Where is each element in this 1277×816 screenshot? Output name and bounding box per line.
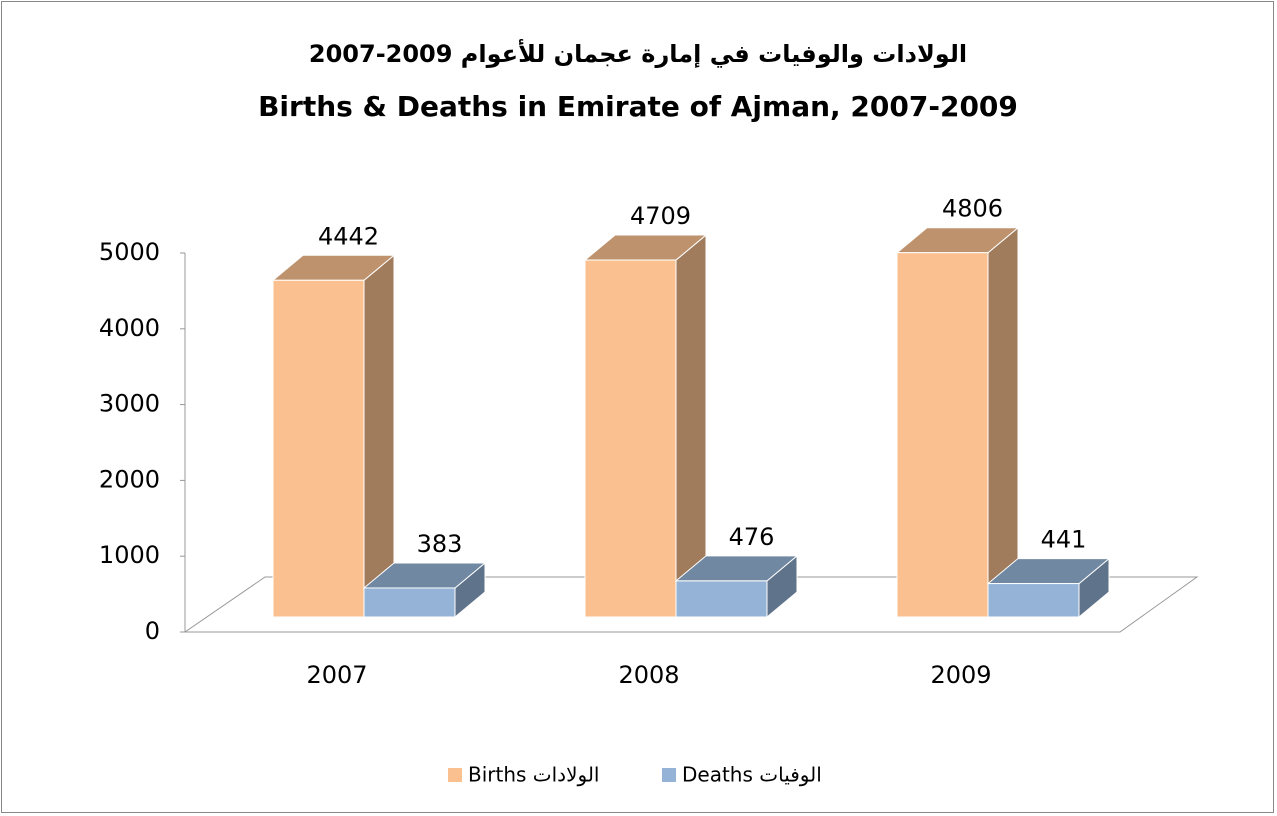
legend-label: Deaths الوفيات <box>682 763 822 787</box>
value-label: 441 <box>1041 526 1087 554</box>
legend-swatch <box>662 768 676 782</box>
x-tick-label: 2008 <box>618 661 679 689</box>
value-label: 476 <box>729 523 775 551</box>
bar <box>272 279 365 618</box>
value-label: 4709 <box>630 202 691 230</box>
value-label: 4806 <box>942 195 1003 223</box>
value-label: 4442 <box>318 222 379 250</box>
bar-side <box>363 254 395 619</box>
y-tick-label: 2000 <box>99 465 160 493</box>
bar <box>363 587 456 618</box>
chart-title: Births & Deaths in Emirate of Ajman, 200… <box>258 90 1018 123</box>
bar-side <box>987 226 1019 619</box>
chart-title-arabic: الولادات والوفيات في إمارة عجمان للأعوام… <box>309 39 967 68</box>
x-tick-label: 2009 <box>930 661 991 689</box>
y-tick-label: 1000 <box>99 541 160 569</box>
bar <box>675 580 768 618</box>
x-tick-label: 2007 <box>306 661 367 689</box>
y-tick-label: 4000 <box>99 314 160 342</box>
bar <box>896 252 989 618</box>
legend-swatch <box>448 768 462 782</box>
bar <box>987 583 1080 618</box>
y-tick-label: 0 <box>145 617 160 645</box>
y-tick-label: 5000 <box>99 238 160 266</box>
value-label: 383 <box>417 530 463 558</box>
y-tick-label: 3000 <box>99 390 160 418</box>
bar <box>584 259 677 618</box>
legend-label: Births الولادات <box>468 763 599 787</box>
